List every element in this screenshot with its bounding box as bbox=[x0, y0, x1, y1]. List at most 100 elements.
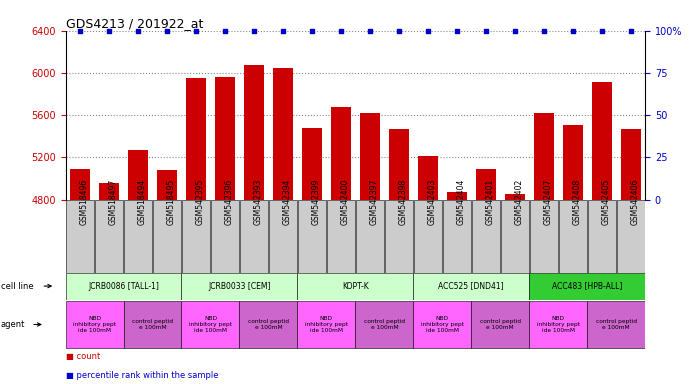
Text: control peptid
e 100mM: control peptid e 100mM bbox=[595, 319, 637, 330]
Bar bbox=[446, 192, 467, 384]
Bar bbox=[471, 301, 529, 348]
Bar bbox=[533, 113, 554, 384]
Bar bbox=[70, 169, 90, 384]
Bar bbox=[297, 273, 413, 300]
Text: GSM542400: GSM542400 bbox=[341, 179, 350, 225]
Text: GSM542393: GSM542393 bbox=[254, 179, 263, 225]
Text: GSM542406: GSM542406 bbox=[631, 179, 640, 225]
Bar bbox=[475, 169, 496, 384]
Text: NBD
inhibitory pept
ide 100mM: NBD inhibitory pept ide 100mM bbox=[537, 316, 580, 333]
Bar bbox=[331, 107, 351, 384]
Text: GSM518494: GSM518494 bbox=[138, 179, 147, 225]
Bar bbox=[501, 200, 529, 273]
Text: control peptid
e 100mM: control peptid e 100mM bbox=[248, 319, 289, 330]
Bar bbox=[388, 129, 409, 384]
Point bbox=[132, 28, 144, 34]
Text: GSM542394: GSM542394 bbox=[283, 179, 292, 225]
Bar bbox=[153, 200, 181, 273]
Point bbox=[219, 28, 230, 34]
Text: NBD
inhibitory pept
ide 100mM: NBD inhibitory pept ide 100mM bbox=[305, 316, 348, 333]
Text: GSM542397: GSM542397 bbox=[370, 179, 379, 225]
Text: ■ count: ■ count bbox=[66, 352, 100, 361]
Bar bbox=[504, 194, 525, 384]
Bar bbox=[620, 129, 641, 384]
Point bbox=[75, 28, 86, 34]
Text: GSM542403: GSM542403 bbox=[428, 179, 437, 225]
Bar bbox=[302, 128, 322, 384]
Point bbox=[480, 28, 491, 34]
Bar bbox=[298, 200, 326, 273]
Bar bbox=[182, 200, 210, 273]
Bar bbox=[472, 200, 500, 273]
Bar bbox=[559, 200, 586, 273]
Text: GSM542398: GSM542398 bbox=[399, 179, 408, 225]
Bar bbox=[128, 150, 148, 384]
Point bbox=[335, 28, 346, 34]
Text: ■ percentile rank within the sample: ■ percentile rank within the sample bbox=[66, 371, 218, 380]
Point bbox=[277, 28, 288, 34]
Bar bbox=[124, 200, 152, 273]
Bar bbox=[587, 301, 645, 348]
Bar bbox=[588, 200, 615, 273]
Text: GSM542396: GSM542396 bbox=[225, 179, 234, 225]
Bar bbox=[244, 65, 264, 384]
Bar bbox=[413, 273, 529, 300]
Text: GSM518496: GSM518496 bbox=[80, 179, 89, 225]
Text: GSM518495: GSM518495 bbox=[167, 179, 176, 225]
Bar bbox=[269, 200, 297, 273]
Text: control peptid
e 100mM: control peptid e 100mM bbox=[480, 319, 521, 330]
Bar bbox=[273, 68, 293, 384]
Text: agent: agent bbox=[1, 320, 25, 329]
Bar bbox=[327, 200, 355, 273]
Text: GSM542408: GSM542408 bbox=[573, 179, 582, 225]
Point bbox=[161, 28, 172, 34]
Point bbox=[248, 28, 259, 34]
Bar bbox=[417, 156, 438, 384]
Text: GSM542399: GSM542399 bbox=[312, 179, 321, 225]
Bar bbox=[66, 200, 94, 273]
Point bbox=[451, 28, 462, 34]
Bar bbox=[211, 200, 239, 273]
Bar bbox=[591, 83, 612, 384]
Text: NBD
inhibitory pept
ide 100mM: NBD inhibitory pept ide 100mM bbox=[189, 316, 232, 333]
Point bbox=[625, 28, 636, 34]
Bar bbox=[239, 301, 297, 348]
Bar bbox=[124, 301, 181, 348]
Text: GSM542401: GSM542401 bbox=[486, 179, 495, 225]
Text: GSM518497: GSM518497 bbox=[109, 179, 118, 225]
Text: KOPT-K: KOPT-K bbox=[342, 281, 368, 291]
Bar bbox=[95, 200, 123, 273]
Text: control peptid
e 100mM: control peptid e 100mM bbox=[132, 319, 173, 330]
Bar bbox=[562, 125, 583, 384]
Bar bbox=[215, 77, 235, 384]
Bar bbox=[413, 301, 471, 348]
Bar bbox=[617, 200, 644, 273]
Text: control peptid
e 100mM: control peptid e 100mM bbox=[364, 319, 405, 330]
Text: GSM542402: GSM542402 bbox=[515, 179, 524, 225]
Bar bbox=[530, 200, 558, 273]
Bar bbox=[385, 200, 413, 273]
Bar bbox=[443, 200, 471, 273]
Text: cell line: cell line bbox=[1, 281, 33, 291]
Text: ACC525 [DND41]: ACC525 [DND41] bbox=[438, 281, 504, 291]
Bar bbox=[157, 170, 177, 384]
Text: GSM542395: GSM542395 bbox=[196, 179, 205, 225]
Bar bbox=[414, 200, 442, 273]
Point bbox=[364, 28, 375, 34]
Text: JCRB0086 [TALL-1]: JCRB0086 [TALL-1] bbox=[88, 281, 159, 291]
Point bbox=[190, 28, 201, 34]
Bar bbox=[66, 273, 181, 300]
Bar bbox=[181, 301, 239, 348]
Point bbox=[306, 28, 317, 34]
Bar bbox=[529, 273, 645, 300]
Point bbox=[422, 28, 433, 34]
Point bbox=[104, 28, 115, 34]
Point bbox=[596, 28, 607, 34]
Point bbox=[393, 28, 404, 34]
Bar bbox=[356, 200, 384, 273]
Bar bbox=[240, 200, 268, 273]
Text: GSM542404: GSM542404 bbox=[457, 179, 466, 225]
Bar bbox=[529, 301, 587, 348]
Text: JCRB0033 [CEM]: JCRB0033 [CEM] bbox=[208, 281, 270, 291]
Bar bbox=[99, 183, 119, 384]
